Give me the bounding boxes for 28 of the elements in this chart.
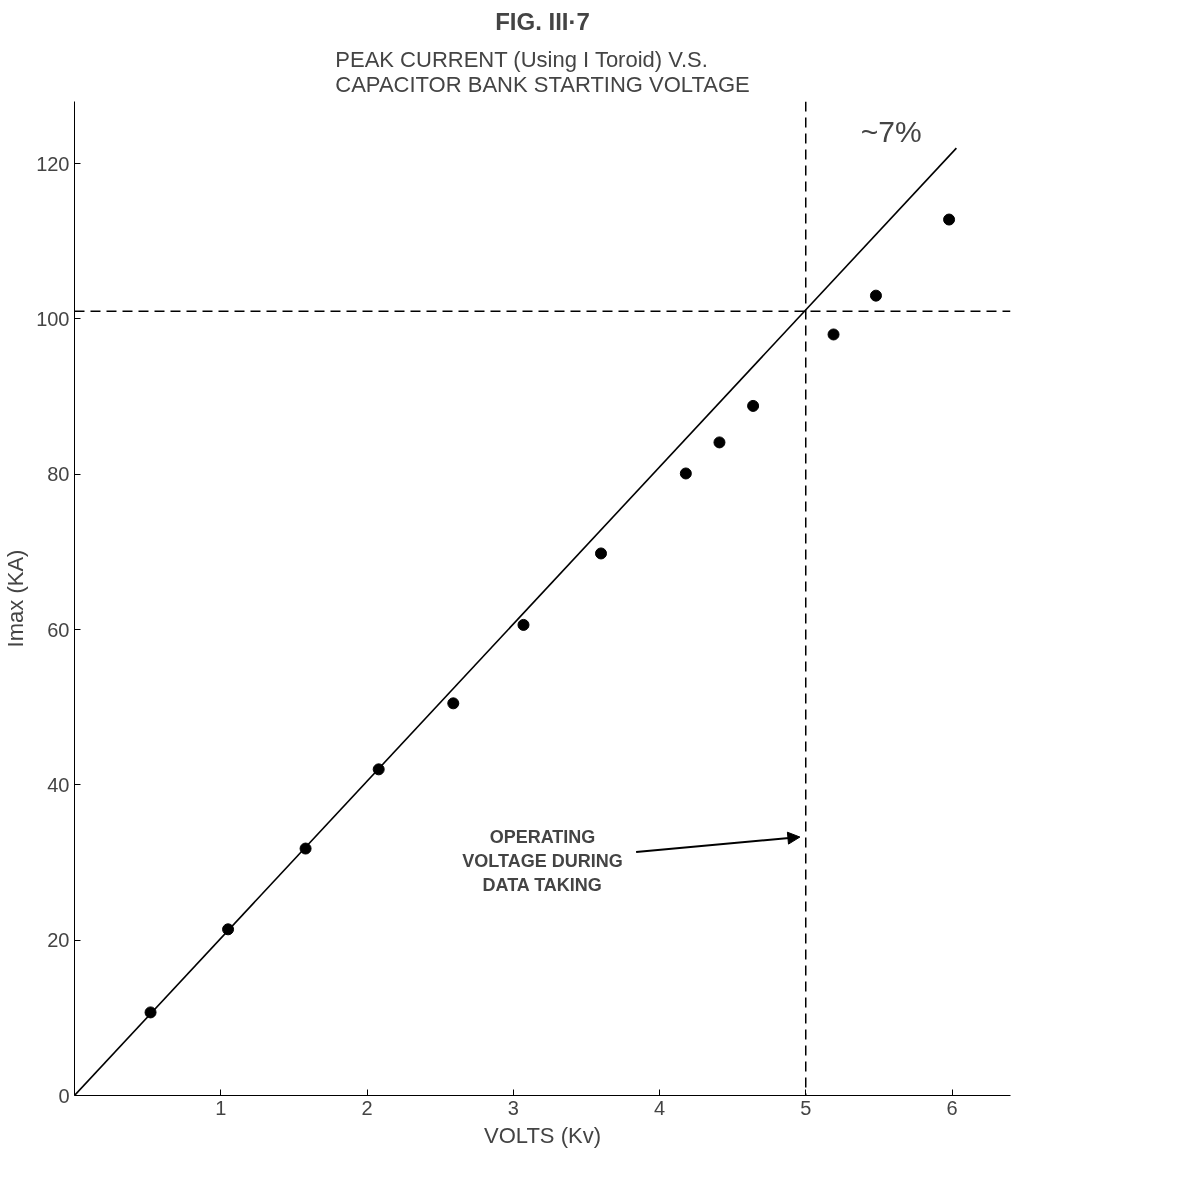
point [447, 697, 460, 710]
y-tick-label: 100 [36, 307, 70, 330]
point [747, 399, 760, 412]
point [713, 436, 726, 449]
point [869, 289, 882, 302]
y-axis-title: Imax (KA) [3, 549, 29, 648]
y-tick-label: 120 [36, 152, 70, 175]
x-axis-title: VOLTS (Kv) [484, 1122, 601, 1148]
y-tick-label: 20 [47, 929, 70, 952]
y-tick-label: 0 [58, 1084, 70, 1107]
x-tick-label: 3 [507, 1096, 519, 1119]
point [595, 547, 607, 560]
annotation: OPERATING VOLTAGE DURING DATA TAKING [462, 827, 623, 896]
chart-title: FIG. III·7 [495, 7, 590, 35]
point [679, 467, 692, 480]
y-tick-label: 60 [47, 618, 70, 641]
x-tick-label: 6 [946, 1096, 958, 1119]
y-tick-label: 40 [47, 773, 70, 796]
annotation: ~7% [860, 114, 922, 148]
x-tick-label: 2 [361, 1096, 373, 1119]
x-tick-label: 5 [800, 1096, 812, 1119]
x-tick-label: 4 [653, 1096, 666, 1119]
point [827, 328, 840, 341]
x-tick-label: 1 [215, 1096, 227, 1119]
point [517, 618, 530, 631]
y-tick-label: 80 [47, 463, 70, 486]
point [943, 213, 956, 226]
chart-subtitle: PEAK CURRENT (Using I Toroid) V.S. CAPACITOR BANK STARTING VOLTAGE [335, 46, 750, 97]
